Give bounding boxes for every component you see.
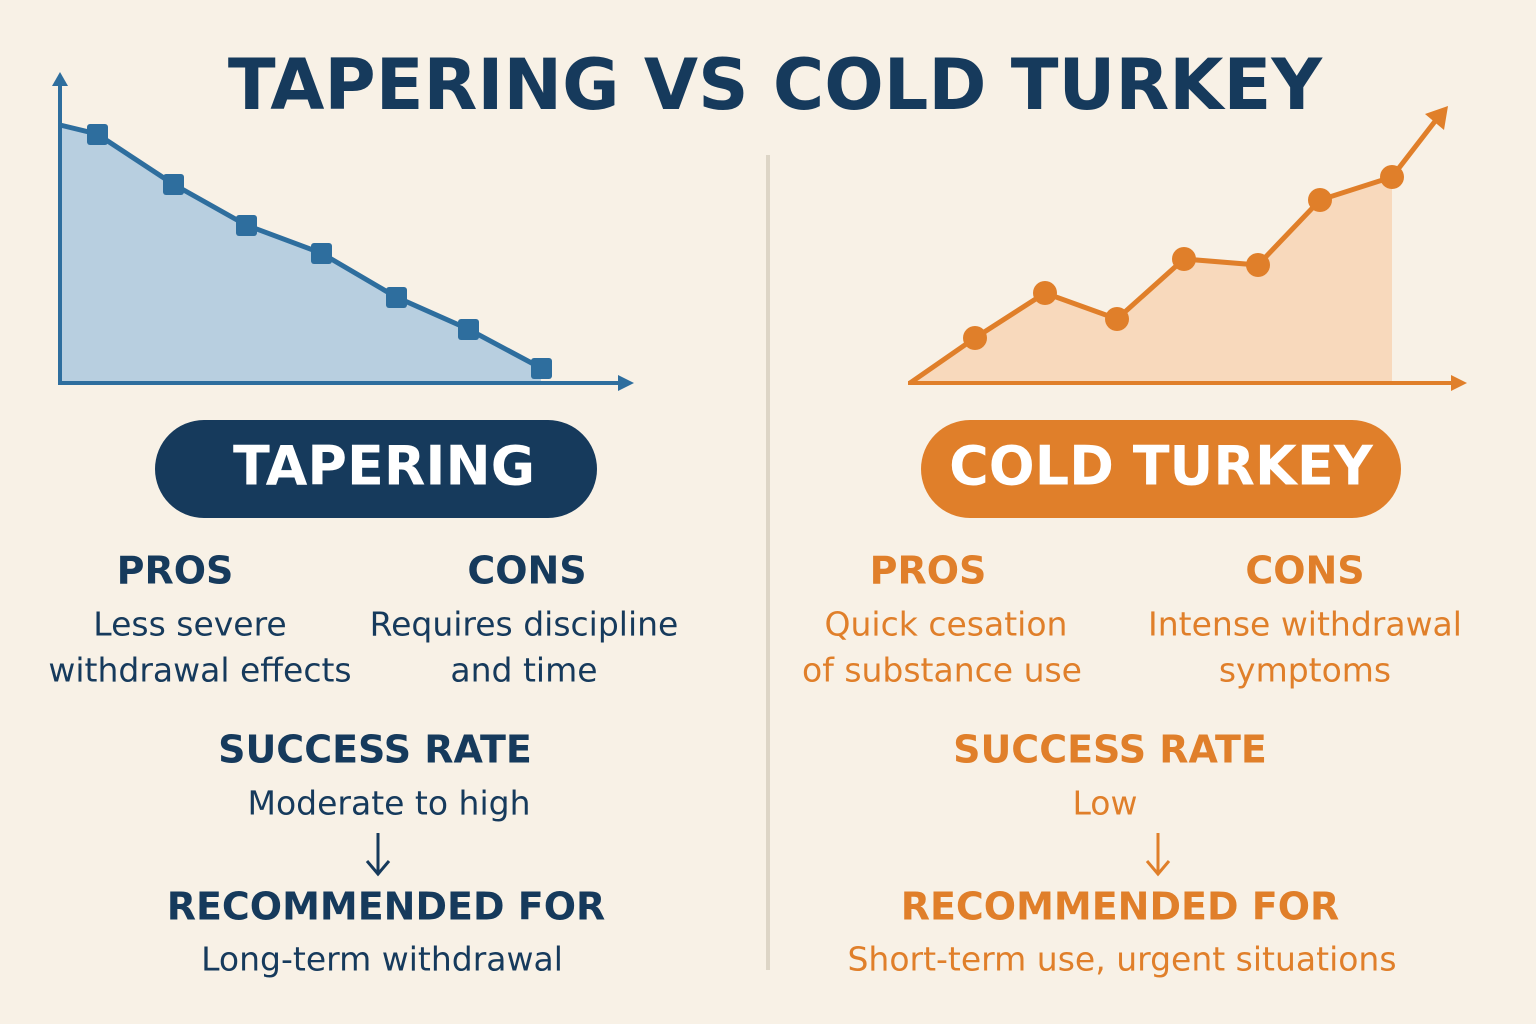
marker [963, 326, 987, 350]
badge [921, 420, 1401, 518]
cons-heading: CONS [467, 549, 586, 593]
down-arrow [365, 833, 391, 877]
cons-text: symptoms [1219, 651, 1391, 690]
recommended-heading: RECOMMENDED FOR [167, 885, 606, 929]
recommended-text: Long-term withdrawal [201, 940, 563, 979]
marker [311, 243, 332, 264]
cons-text: Requires discipline [370, 605, 679, 644]
pros-text: withdrawal effects [48, 651, 351, 690]
recommended-text: Short-term use, urgent situations [847, 940, 1396, 979]
arrowhead [52, 72, 68, 86]
arrowhead [1425, 106, 1448, 130]
marker [1033, 281, 1057, 305]
pros-text: Less severe [93, 605, 286, 644]
success-text: Low [1073, 784, 1138, 823]
line [59, 122, 543, 371]
badge-label: COLD TURKEY [949, 435, 1374, 498]
marker [458, 319, 479, 340]
marker [1246, 253, 1270, 277]
marker [1380, 165, 1404, 189]
badge-label: TAPERING [233, 435, 535, 498]
recommended-heading: RECOMMENDED FOR [901, 885, 1340, 929]
marker [531, 358, 552, 379]
success-heading: SUCCESS RATE [953, 728, 1267, 772]
pros-text: of substance use [802, 651, 1082, 690]
title: TAPERING VS COLD TURKEY [228, 44, 1323, 126]
badge [155, 420, 597, 518]
pros-heading: PROS [870, 549, 987, 593]
arrowhead [618, 375, 634, 391]
area [910, 177, 1392, 383]
cons-text: Intense withdrawal [1148, 605, 1462, 644]
markers [963, 165, 1404, 350]
pros-text: Quick cesation [825, 605, 1068, 644]
success-heading: SUCCESS RATE [218, 728, 532, 772]
cold-turkey-chart [908, 106, 1467, 391]
success-text: Moderate to high [248, 784, 531, 823]
down-arrow [1145, 833, 1171, 877]
marker [1308, 188, 1332, 212]
cons-heading: CONS [1245, 549, 1364, 593]
marker [386, 287, 407, 308]
markers [87, 124, 552, 379]
marker [236, 215, 257, 236]
marker [163, 174, 184, 195]
marker [1105, 307, 1129, 331]
pros-heading: PROS [117, 549, 234, 593]
marker [1172, 247, 1196, 271]
tapering-chart [52, 72, 634, 391]
arrowhead [1451, 375, 1467, 391]
cons-text: and time [450, 651, 597, 690]
marker [87, 124, 108, 145]
